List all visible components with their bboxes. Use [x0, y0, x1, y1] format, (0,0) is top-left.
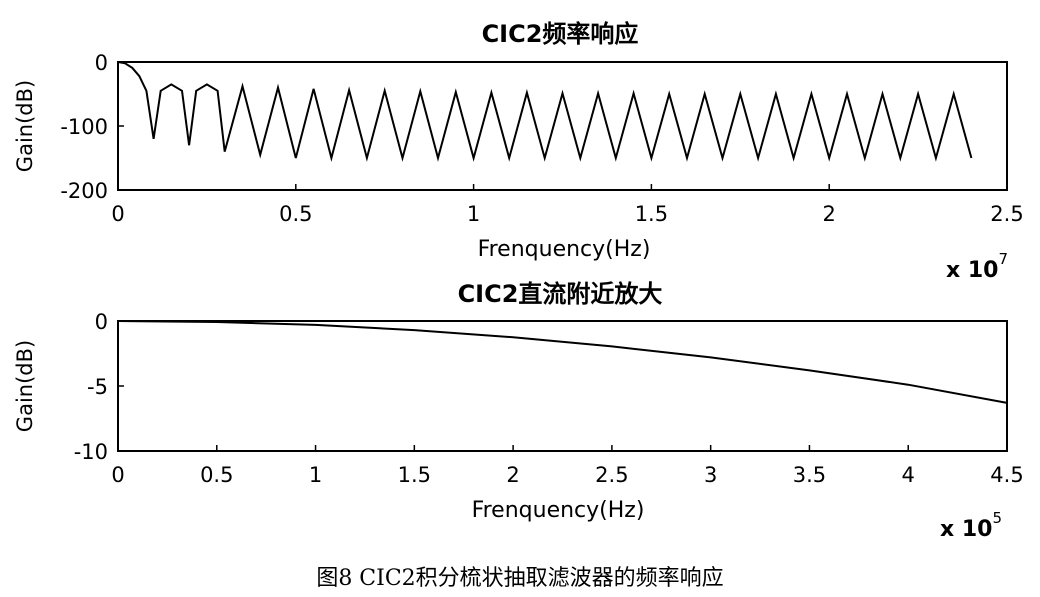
bottom-chart-title: CIC2直流附近放大 [458, 280, 663, 308]
top-series-line [117, 61, 973, 162]
y-tick-label: 0 [95, 51, 108, 75]
y-tick-label: -200 [60, 179, 108, 203]
x-tick-label: 2 [506, 463, 519, 487]
x-tick-label: 0 [111, 202, 124, 226]
x-tick-label: 0.5 [200, 463, 233, 487]
bottom-x-ticks: 0 0.5 1 1.5 2 2.5 3 3.5 4 4.5 [111, 445, 1024, 487]
x-tick-label: 2.5 [595, 463, 628, 487]
top-x-multiplier-exponent: 7 [998, 250, 1008, 268]
top-chart-title: CIC2频率响应 [482, 20, 639, 48]
figure-caption: 图8 CIC2积分梳状抽取滤波器的频率响应 [316, 566, 724, 591]
x-tick-label: 1 [309, 463, 322, 487]
x-tick-label: 1 [467, 202, 480, 226]
bottom-plot-area [117, 320, 1008, 452]
y-tick-label: -5 [87, 375, 108, 399]
top-x-multiplier: x 107 [946, 250, 1008, 283]
top-y-ticks: 0 -100 -200 [60, 51, 124, 203]
x-tick-label: 4 [902, 463, 915, 487]
x-tick-label: 3 [704, 463, 717, 487]
y-tick-label: 0 [95, 310, 108, 334]
x-tick-label: 2 [823, 202, 836, 226]
x-tick-label: 2.5 [990, 202, 1023, 226]
y-tick-label: -100 [60, 115, 108, 139]
bottom-x-axis-label: Frenquency(Hz) [472, 498, 645, 523]
x-tick-label: 1.5 [635, 202, 668, 226]
bottom-x-multiplier-base: x 10 [940, 517, 992, 542]
y-tick-label: -10 [74, 440, 108, 464]
bottom-x-multiplier-exponent: 5 [992, 509, 1002, 527]
top-x-ticks: 0 0.5 1 1.5 2 2.5 [111, 184, 1024, 226]
x-tick-label: 1.5 [398, 463, 431, 487]
x-tick-label: 4.5 [990, 463, 1023, 487]
top-subplot: CIC2频率响应 0 -100 -200 0 0.5 1 1.5 2 2.5 Gain(dB)… [13, 20, 1024, 283]
bottom-y-axis-label: Gain(dB) [13, 340, 37, 432]
top-x-axis-label: Frenquency(Hz) [478, 237, 651, 262]
top-y-axis-label: Gain(dB) [13, 80, 37, 172]
top-x-multiplier-base: x 10 [946, 258, 998, 283]
bottom-x-multiplier: x 105 [940, 509, 1002, 542]
x-tick-label: 0.5 [279, 202, 312, 226]
bottom-subplot: CIC2直流附近放大 0 -5 -10 0 0.5 1 1.5 2 2.5 3 3.5 4 4.5 G… [13, 280, 1024, 542]
x-tick-label: 0 [111, 463, 124, 487]
x-tick-label: 3.5 [793, 463, 826, 487]
bottom-series-line [117, 320, 1008, 404]
bottom-y-ticks: 0 -5 -10 [74, 310, 124, 464]
